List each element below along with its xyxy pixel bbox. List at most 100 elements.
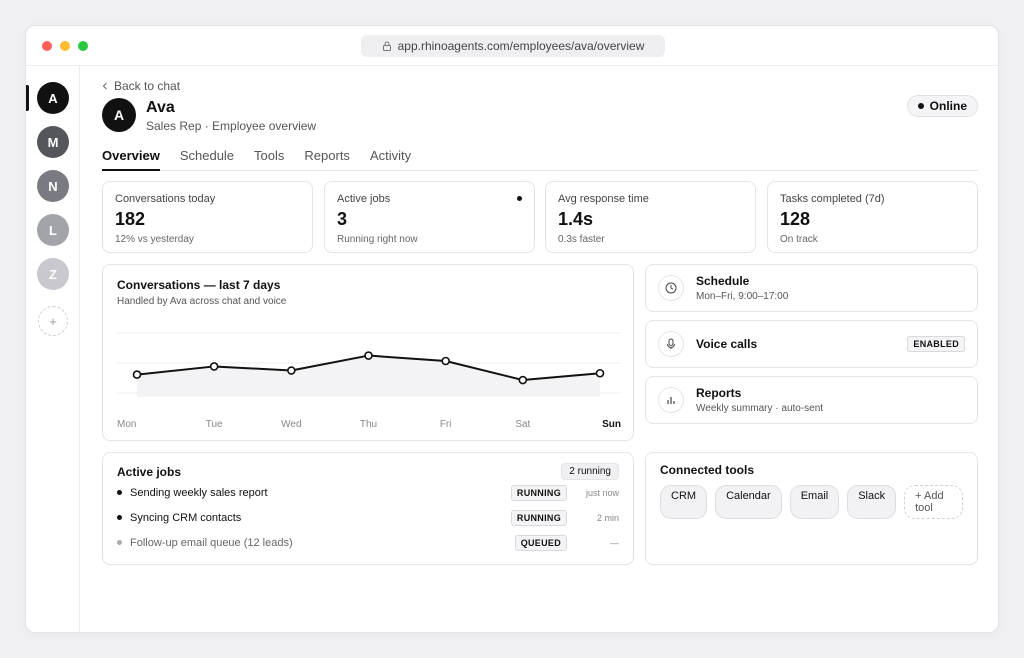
job-time: just now — [585, 487, 619, 498]
employee-rail: A M N L Z + — [26, 66, 80, 632]
stat-sub: Running right now — [337, 234, 418, 245]
microphone-icon — [658, 331, 684, 357]
stat-card-tasks-completed: Tasks completed (7d) 128 On track — [767, 181, 978, 253]
job-time: — — [610, 537, 619, 548]
stat-value: 3 — [337, 209, 348, 229]
window-controls — [42, 41, 88, 51]
x-tick-label-wed: Wed — [281, 419, 301, 430]
chart-point-tue — [209, 362, 219, 371]
x-tick-label-sun: Sun — [602, 419, 621, 430]
minimize-window-button[interactable] — [60, 41, 70, 51]
connected-tools-card: Connected tools CRM Calendar Email Slack… — [645, 452, 978, 565]
schedule-title: Schedule — [696, 274, 750, 288]
add-tool-button[interactable]: + Add tool — [904, 485, 963, 519]
x-tick-label-sat: Sat — [515, 419, 530, 430]
running-count-badge: 2 running — [561, 463, 619, 480]
back-to-chat-link[interactable]: Back to chat — [102, 79, 180, 93]
rail-avatar-initial: M — [47, 134, 59, 150]
job-label: Follow-up email queue (12 leads) — [130, 536, 293, 549]
chevron-left-icon — [102, 82, 107, 90]
connected-tools-title: Connected tools — [660, 463, 755, 477]
title-bar: app.rhinoagents.com/employees/ava/overvi… — [26, 26, 998, 66]
tab-tools[interactable]: Tools — [254, 148, 285, 163]
stat-value: 128 — [780, 209, 811, 229]
job-status-badge: QUEUED — [514, 534, 567, 551]
rail-avatar-z[interactable]: Z — [37, 258, 69, 290]
clock-icon — [658, 275, 684, 301]
active-indicator-icon — [517, 196, 522, 201]
browser-window: app.rhinoagents.com/employees/ava/overvi… — [25, 25, 999, 633]
lock-icon — [382, 41, 391, 51]
job-status-dot-icon — [117, 490, 122, 495]
schedule-card[interactable]: Schedule Mon–Fri, 9:00–17:00 — [645, 264, 978, 312]
conversations-chart-card: Conversations — last 7 days Handled by A… — [102, 264, 634, 441]
page-subtitle: Sales Rep · Employee overview — [146, 119, 317, 133]
chart-point-mon — [132, 370, 142, 379]
chart-area-fill — [137, 355, 600, 397]
rail-avatar-initial: L — [49, 222, 57, 238]
status-dot-icon — [917, 103, 924, 109]
x-tick-label-tue: Tue — [206, 419, 223, 430]
stat-value: 1.4s — [558, 209, 594, 229]
bar-chart-icon — [658, 387, 684, 413]
address-bar[interactable]: app.rhinoagents.com/employees/ava/overvi… — [361, 35, 665, 57]
tab-schedule[interactable]: Schedule — [179, 148, 235, 163]
rail-avatar-a[interactable]: A — [37, 82, 69, 114]
back-label: Back to chat — [114, 79, 181, 93]
rail-avatar-n[interactable]: N — [37, 170, 69, 202]
stat-sub: 12% vs yesterday — [115, 234, 194, 245]
tool-chip-email[interactable]: Email — [789, 485, 840, 519]
rail-avatar-l[interactable]: L — [37, 214, 69, 246]
close-window-button[interactable] — [42, 41, 52, 51]
job-status-dot-icon — [117, 515, 122, 520]
reports-card[interactable]: Reports Weekly summary · auto-sent — [645, 376, 978, 424]
tab-activity[interactable]: Activity — [369, 148, 412, 163]
voice-enabled-badge: ENABLED — [907, 336, 965, 352]
active-jobs-title: Active jobs — [117, 464, 182, 479]
chart-point-fri — [441, 356, 450, 366]
stat-card-conversations: Conversations today 182 12% vs yesterday — [102, 181, 313, 253]
chart-point-thu — [364, 351, 373, 360]
tool-chip-calendar[interactable]: Calendar — [715, 485, 782, 519]
chart-subtitle: Handled by Ava across chat and voice — [117, 296, 287, 307]
job-row[interactable]: Syncing CRM contacts RUNNING 2 min — [117, 505, 619, 530]
job-row[interactable]: Follow-up email queue (12 leads) QUEUED … — [117, 530, 619, 555]
status-badge: Online — [906, 95, 978, 117]
stat-value: 182 — [115, 209, 146, 229]
x-tick-label-fri: Fri — [440, 419, 452, 430]
job-row[interactable]: Sending weekly sales report RUNNING just… — [117, 480, 619, 505]
stat-sub: On track — [780, 234, 818, 245]
add-employee-button[interactable]: + — [38, 306, 68, 336]
tool-chip-crm[interactable]: CRM — [660, 485, 708, 519]
job-status-badge: RUNNING — [510, 509, 567, 526]
stat-card-response-time: Avg response time 1.4s 0.3s faster — [545, 181, 756, 253]
conversations-line-chart: Mon Tue Wed Thu Fri Sat Sun — [117, 332, 621, 430]
chart-point-sun — [595, 368, 605, 378]
avatar-initial: A — [113, 107, 125, 123]
plus-icon: + — [49, 313, 57, 329]
stat-card-active-jobs: Active jobs 3 Running right now — [324, 181, 535, 253]
tab-overview[interactable]: Overview — [102, 146, 160, 171]
reports-title: Reports — [696, 386, 742, 400]
stat-sub: 0.3s faster — [558, 234, 605, 245]
voice-calls-title: Voice calls — [696, 337, 758, 351]
job-status-dot-icon — [117, 540, 122, 545]
job-time: 2 min — [596, 512, 619, 523]
rail-avatar-initial: Z — [49, 266, 57, 282]
tool-chip-slack[interactable]: Slack — [847, 485, 897, 519]
url-text: app.rhinoagents.com/employees/ava/overvi… — [397, 39, 645, 53]
rail-avatar-m[interactable]: M — [37, 126, 69, 158]
schedule-hours: Mon–Fri, 9:00–17:00 — [696, 291, 789, 302]
stat-label: Active jobs — [337, 193, 391, 205]
chart-point-wed — [287, 366, 296, 375]
stat-label: Conversations today — [115, 193, 216, 205]
active-rail-indicator — [26, 85, 29, 111]
job-status-badge: RUNNING — [510, 484, 567, 501]
job-label: Syncing CRM contacts — [130, 511, 242, 524]
maximize-window-button[interactable] — [78, 41, 88, 51]
voice-calls-card[interactable]: Voice calls ENABLED — [645, 320, 978, 368]
rail-avatar-initial: N — [48, 178, 58, 194]
tab-reports[interactable]: Reports — [304, 148, 350, 163]
tab-bar: Overview Schedule Tools Reports Activity — [102, 146, 978, 171]
x-tick-label-mon: Mon — [117, 419, 136, 430]
